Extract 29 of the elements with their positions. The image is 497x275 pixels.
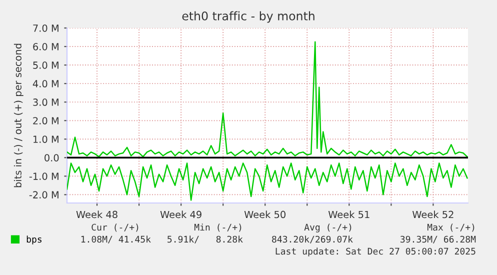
y-tick-label: 4.0 M — [32, 80, 58, 88]
legend-label: bps — [26, 236, 42, 244]
chart-title: eth0 traffic - by month — [182, 11, 314, 23]
y-tick-label: -1.0 M — [29, 172, 58, 180]
y-tick-label: -2.0 M — [29, 191, 58, 198]
x-tick-label: Week 48 — [76, 210, 118, 218]
x-tick-label: Week 52 — [412, 210, 454, 218]
y-tick-label: 2.0 M — [33, 117, 58, 124]
text: 843.20k/269.07k — [272, 236, 353, 244]
text: 39.35M/ 66.28M — [400, 236, 476, 244]
y-tick-label: 3.0 M — [33, 98, 58, 106]
y-axis-title: bits in (-) / out (+) per second — [14, 44, 24, 188]
y-tick-label: 7.0 M — [33, 24, 58, 32]
text: Max (-/+) — [427, 224, 474, 232]
text: Cur (-/+) — [92, 224, 138, 232]
y-tick-label: 1.0 M — [33, 136, 58, 143]
text: Min (-/+) — [194, 224, 242, 232]
x-tick-label: Week 51 — [328, 210, 370, 218]
text: 1.08M/ 41.45k — [81, 236, 151, 244]
x-tick-label: Week 49 — [160, 210, 202, 218]
text: 5.91k/ 8.28k — [168, 236, 243, 244]
text: Last update: Sat Dec 27 05:00:07 2025 — [276, 248, 476, 256]
text: Avg (-/+) — [304, 224, 352, 232]
line-series — [67, 162, 468, 201]
y-tick-label: 5.0 M — [33, 62, 58, 69]
y-tick-label: 0.0 — [44, 154, 59, 162]
line-series — [67, 41, 468, 158]
y-tick-label: 6.0 M — [33, 42, 58, 50]
x-tick-label: Week 50 — [244, 210, 286, 218]
